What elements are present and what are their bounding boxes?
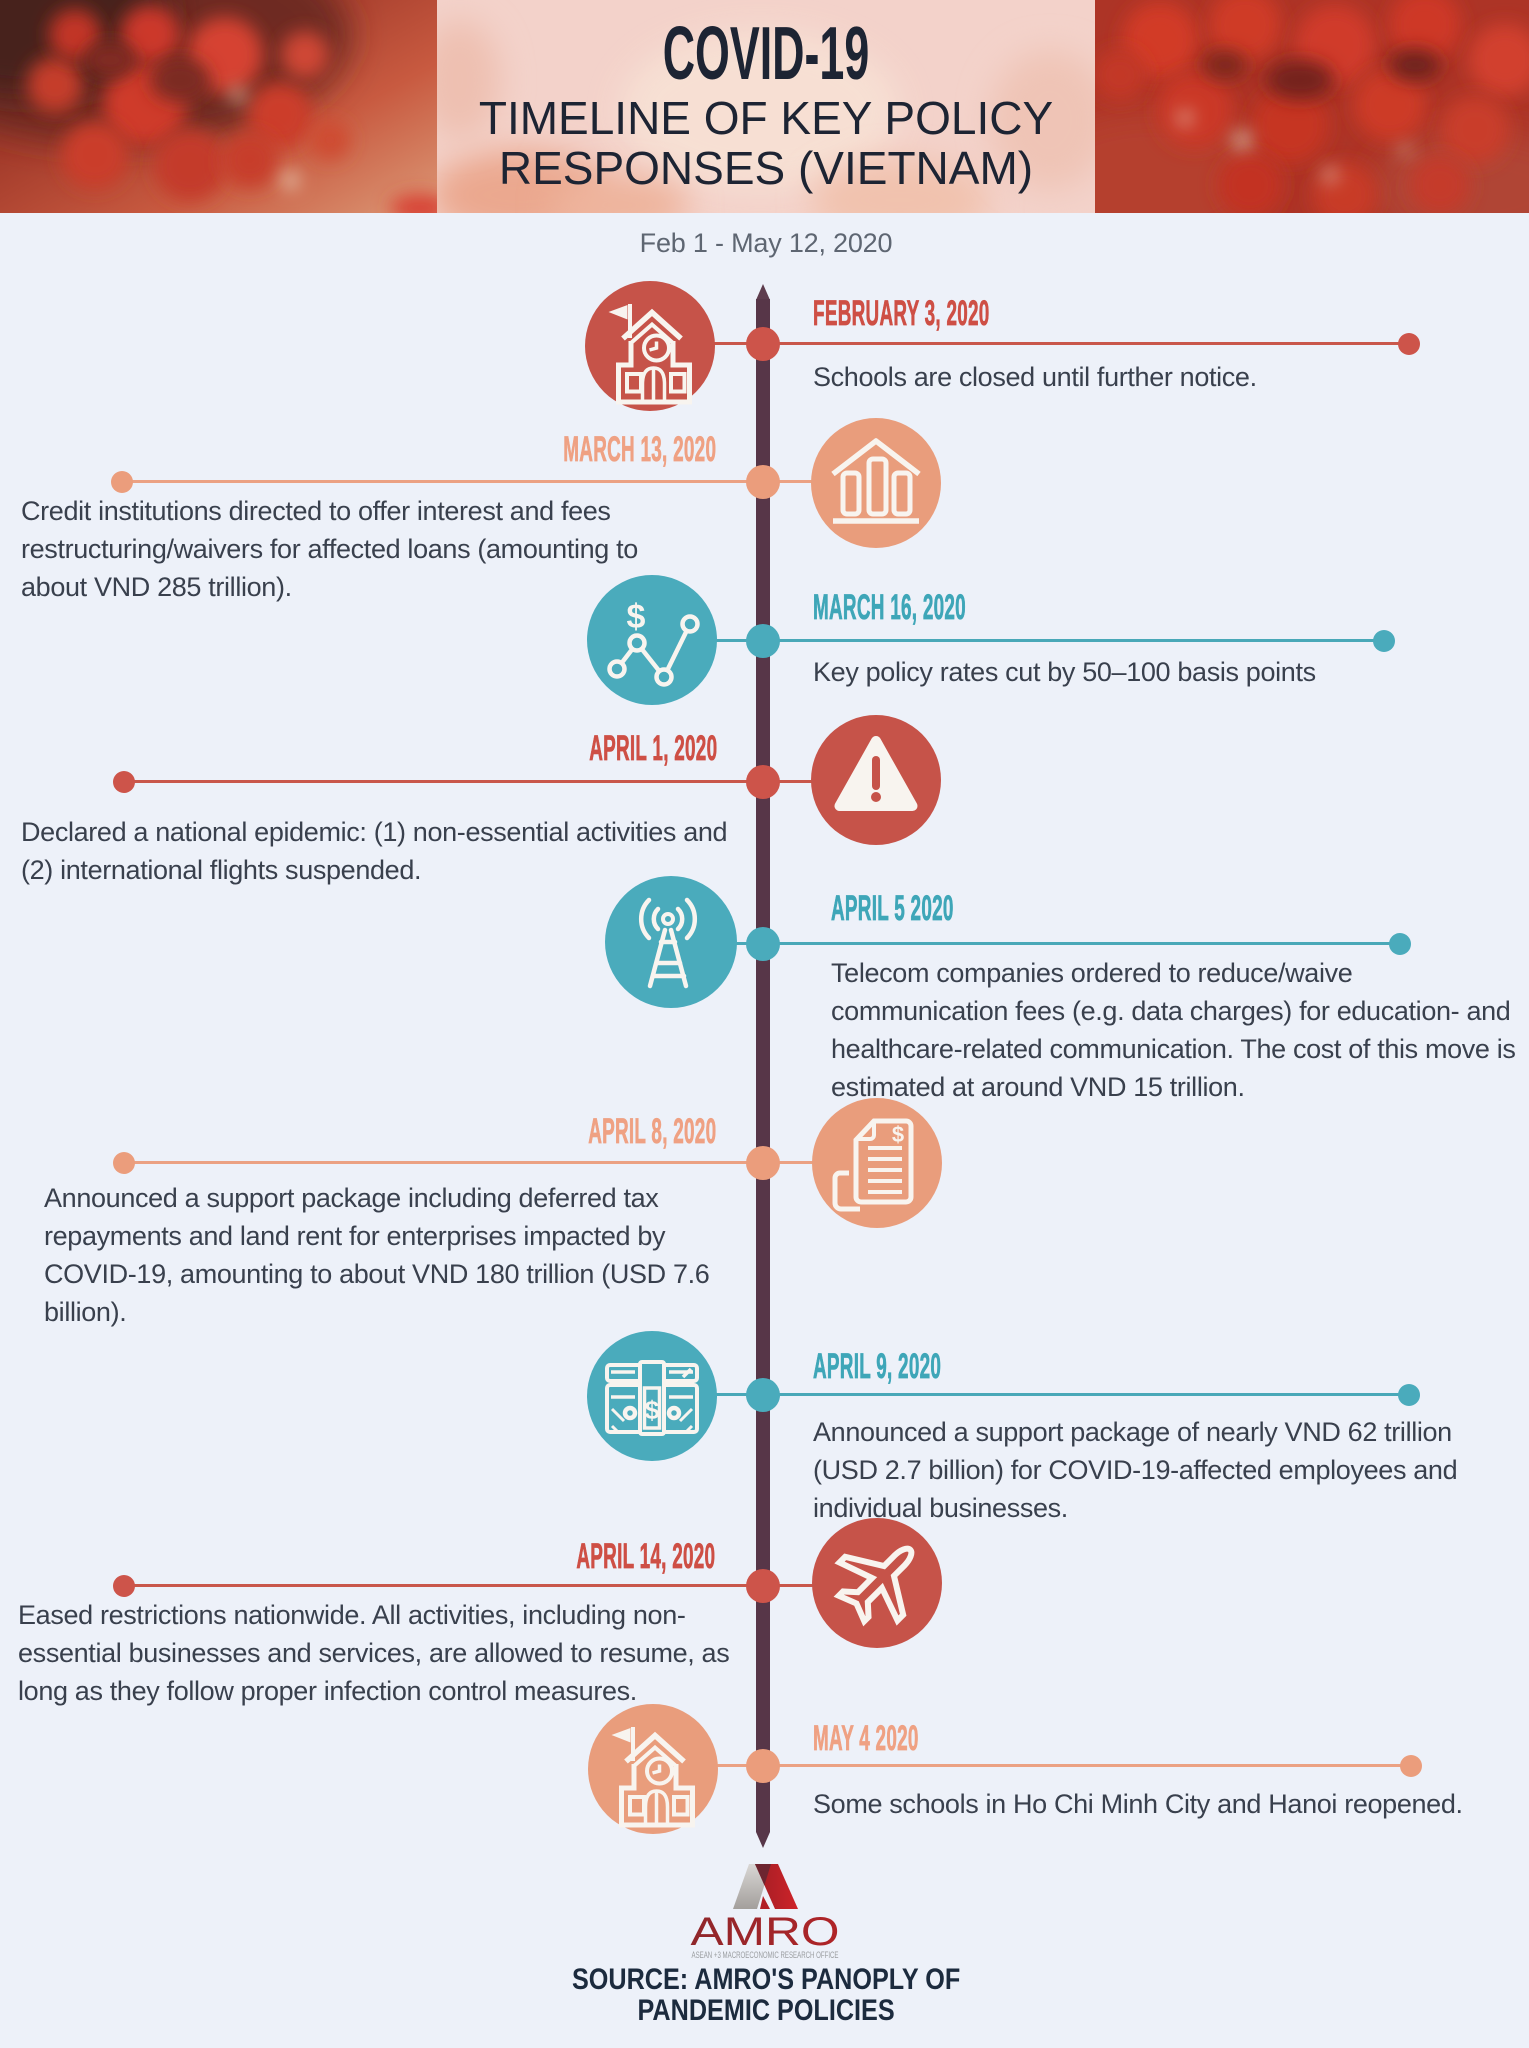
svg-text:AMRO: AMRO	[691, 1910, 840, 1954]
svg-text:$: $	[645, 1395, 660, 1425]
svg-text:ASEAN +3 MACROECONOMIC RESEARC: ASEAN +3 MACROECONOMIC RESEARCH OFFICE	[692, 1950, 839, 1960]
svg-text:$: $	[892, 1122, 904, 1147]
svg-text:$: $	[627, 598, 646, 636]
